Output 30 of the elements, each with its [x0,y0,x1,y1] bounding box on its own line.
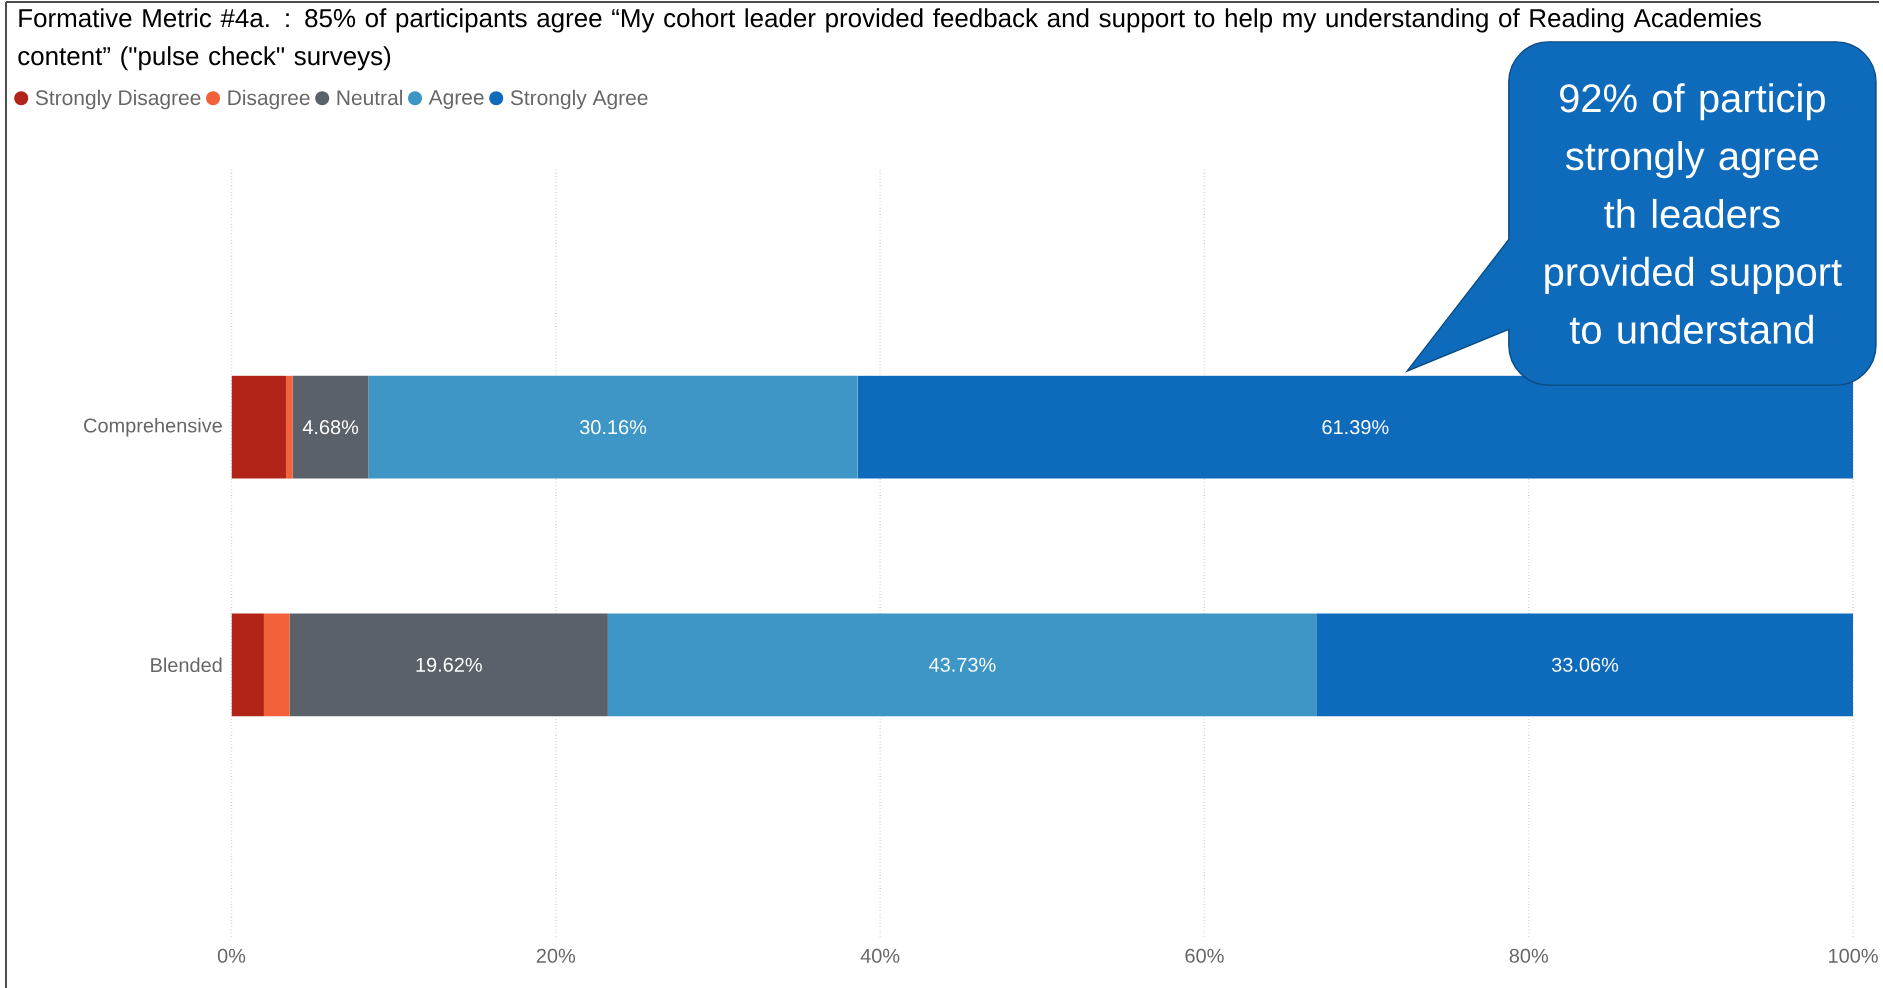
chart-title: Formative Metric #4a. : 85% of participants agree “My cohort leader provided feedback and support to help my understanding of Reading Academies content” ("pulse check" surveys) [18,8,1761,71]
legend-label: Strongly Agree [510,89,648,110]
data-label: 30.16% [579,420,647,435]
bar [289,613,608,717]
bar [286,375,293,479]
data-label: 61.39% [1322,420,1389,435]
legend-label: Agree [428,90,484,109]
y-tick-label: Comprehensive [84,417,222,437]
text: 92% of particip strongly agree th leaders provided support to understand [1545,83,1842,345]
bar [1316,613,1854,717]
x-tick-label: 0% [217,948,246,963]
x-tick-label: 80% [1509,948,1548,963]
bar [231,375,287,479]
x-tick-label: 40% [860,948,900,963]
data-label: 33.06% [1551,657,1619,672]
y-tick-label: Blended [151,657,222,673]
x-tick-label: 60% [1185,948,1224,963]
legend-label: Strongly Disagree [35,89,201,110]
bar [292,375,369,479]
legend-label: Neutral [337,89,402,106]
bar [607,613,1317,717]
bar [263,613,290,717]
bar [368,375,858,479]
bar [231,613,264,717]
x-tick-label: 100% [1829,948,1878,963]
legend-label: Disagree [228,89,310,110]
x-tick-label: 20% [536,948,576,963]
data-label: 4.68% [302,420,359,435]
data-label: 43.73% [929,657,996,672]
data-label: 19.62% [416,657,482,672]
